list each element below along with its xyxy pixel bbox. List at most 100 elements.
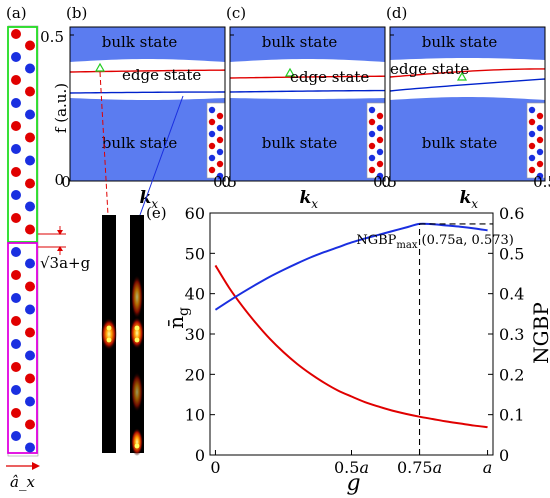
rod (11, 121, 21, 131)
rod (25, 442, 35, 453)
x-tick: 0.5a (334, 458, 369, 477)
x-axis-label: g (346, 471, 360, 496)
y-left-tick: 60 (185, 204, 205, 223)
state-marker (94, 62, 106, 72)
x-axis-label: kx (460, 188, 479, 211)
width-annotation-label: √3a+g (40, 254, 91, 272)
y-right-tick: 0.1 (499, 406, 524, 425)
bulk-label-bottom: bulk state (262, 134, 338, 152)
rod (25, 201, 35, 212)
panel-label-d: (d) (386, 4, 407, 22)
rod (11, 75, 21, 85)
rod (25, 350, 35, 361)
y-right-tick: 0.2 (499, 365, 524, 384)
rod (11, 247, 21, 257)
rod (11, 167, 21, 177)
rod (11, 316, 21, 326)
y-right-tick: 0.4 (499, 285, 524, 304)
state-marker (456, 71, 468, 81)
chart-e: 0 10 20 30 40 50 60 0 0.1 0.2 0.3 0.4 0.5 0.6 0 0.5a 0.7… (164, 204, 550, 496)
edge-label: edge state (390, 60, 469, 78)
y-left-tick: 40 (185, 285, 205, 304)
edge-state-lower (69, 91, 226, 94)
edge-state-upper (229, 75, 386, 79)
series-line-right (214, 222, 488, 311)
y-axis-label: f (a.u.) (52, 83, 70, 133)
y-right-tick: 0.5 (499, 244, 524, 263)
rod (11, 408, 21, 418)
rod (25, 224, 35, 235)
y-right-tick: 0.3 (499, 325, 524, 344)
field-maps (101, 215, 144, 456)
panel-label-e: (e) (146, 204, 167, 222)
series-line-left (214, 264, 488, 429)
rod (25, 419, 35, 430)
upper-unit-box (7, 26, 38, 243)
bulk-label-bottom: bulk state (422, 134, 498, 152)
rod (11, 190, 21, 200)
bulk-label-top: bulk state (102, 33, 178, 51)
bulk-label-bottom: bulk state (102, 134, 178, 152)
x-tick: 0.5 (533, 173, 550, 191)
rod (25, 109, 35, 120)
x-tick: 0 (61, 173, 71, 191)
rod (11, 98, 21, 108)
rod (11, 144, 21, 154)
rod (11, 52, 21, 62)
rod (11, 29, 21, 39)
direction-label: â_x (10, 473, 35, 491)
rod (25, 258, 35, 269)
rod (25, 86, 35, 97)
rod (25, 63, 35, 74)
y-left-label: n̄g (164, 307, 192, 329)
connector-blue (139, 95, 184, 216)
y-tick: 0 (54, 171, 64, 189)
y-left-tick: 30 (185, 325, 205, 344)
rod (11, 270, 21, 280)
max-annotation-value: (0.75a, 0.573) (422, 233, 514, 248)
edge-state-upper (69, 69, 226, 73)
y-left-tick: 10 (185, 406, 205, 425)
x-tick: 0 (210, 458, 220, 477)
edge-label: edge state (290, 68, 369, 86)
rod (11, 431, 21, 441)
structure-inset (206, 102, 226, 180)
rod (11, 293, 21, 303)
edge-state-lower (229, 89, 386, 93)
rod (25, 155, 35, 166)
rod (25, 132, 35, 143)
bulk-label-top: bulk state (422, 33, 498, 51)
structure-inset (366, 102, 386, 180)
structure-inset (526, 102, 546, 180)
x-tick: 0 (221, 173, 231, 191)
structure-strip (7, 25, 39, 457)
rod (25, 327, 35, 338)
rod (11, 213, 21, 223)
edge-state-upper (389, 68, 546, 78)
edge-state-lower (389, 78, 546, 92)
rod-lattice (11, 29, 35, 453)
y-left-tick: 20 (185, 365, 205, 384)
band-panel-d: (d) bulk state bulk state edge state 0 0.5 kx (381, 4, 550, 211)
plot-frame (209, 212, 494, 456)
rod (11, 339, 21, 349)
bulk-label-top: bulk state (262, 33, 338, 51)
panel-label-c: (c) (226, 4, 246, 22)
panel-label-b: (b) (66, 4, 87, 22)
panel-label-a: (a) (6, 4, 27, 22)
band-panels: (b) bulk state bulk state edge state 0 0.5 kx 0… (40, 4, 550, 211)
y-left-tick: 0 (195, 446, 205, 465)
x-tick: 0 (381, 173, 391, 191)
width-annotation: √3a+g (38, 226, 91, 272)
y-right-tick: 0 (499, 446, 509, 465)
rod (25, 396, 35, 407)
y-tick: 0.5 (40, 28, 64, 46)
y-left-tick: 50 (185, 244, 205, 263)
lower-unit-box (7, 242, 38, 454)
rod (25, 373, 35, 384)
x-axis-label: kx (300, 188, 319, 211)
x-tick: 0.75a (397, 458, 442, 477)
